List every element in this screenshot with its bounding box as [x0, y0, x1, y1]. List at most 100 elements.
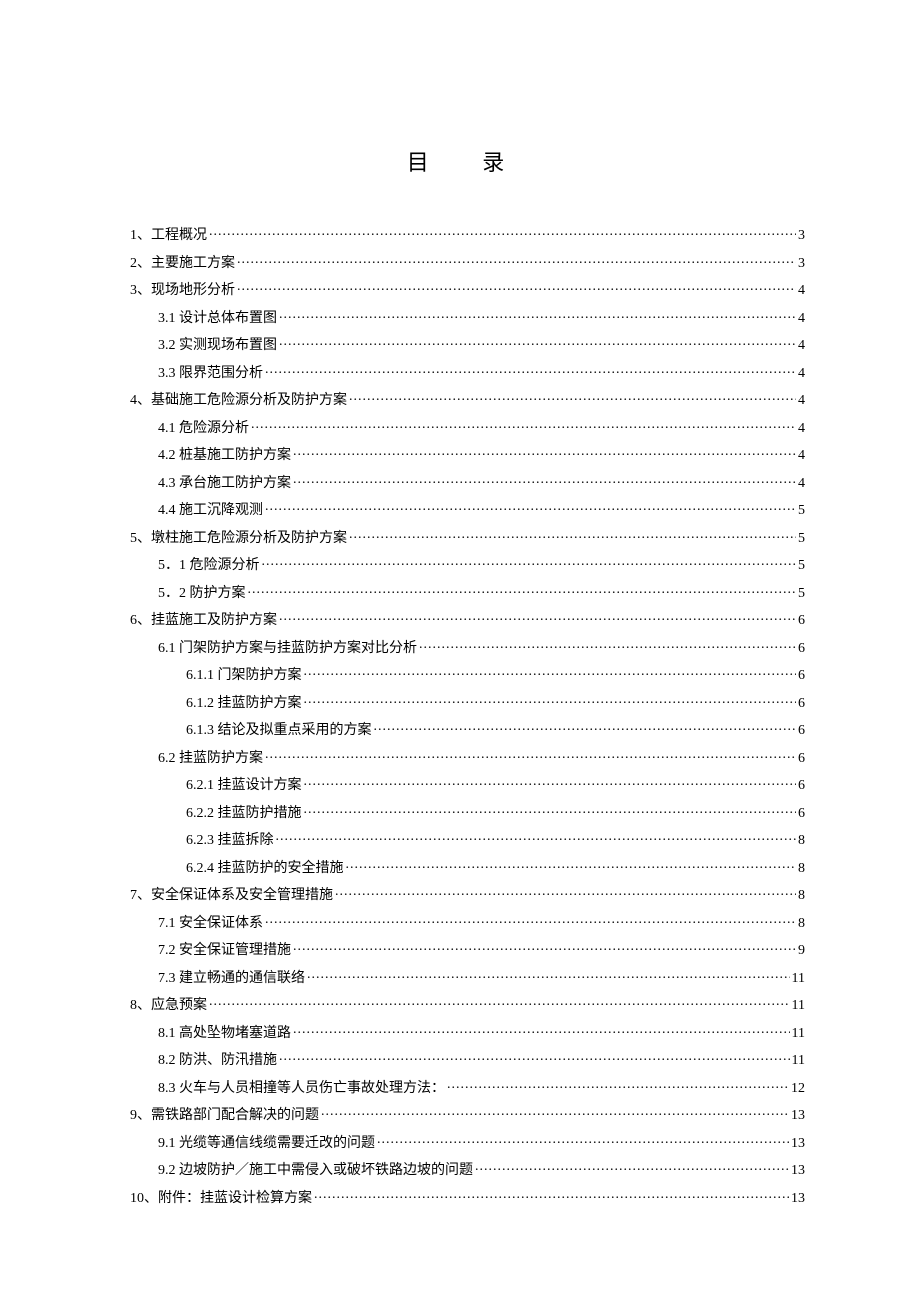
toc-leader-dots — [265, 500, 796, 514]
toc-label: 8、应急预案 — [130, 999, 207, 1013]
toc-row: 10、附件：挂蓝设计检算方案 13 — [130, 1188, 805, 1206]
toc-label: 6、挂蓝施工及防护方案 — [130, 614, 277, 628]
toc-leader-dots — [419, 638, 796, 652]
toc-page-number: 11 — [792, 999, 805, 1013]
toc-label: 6.2.1 挂蓝设计方案 — [186, 779, 302, 793]
toc-page-number: 11 — [792, 972, 805, 986]
toc-row: 4.3 承台施工防护方案4 — [130, 473, 805, 491]
toc-row: 9.2 边坡防护／施工中需侵入或破坏铁路边坡的问题 13 — [130, 1160, 805, 1178]
toc-row: 3.1 设计总体布置图4 — [130, 308, 805, 326]
toc-row: 8.2 防洪、防汛措施 11 — [130, 1050, 805, 1068]
toc-row: 8.3 火车与人员相撞等人员伤亡事故处理方法：12 — [130, 1078, 805, 1096]
toc-row: 6.2.1 挂蓝设计方案 6 — [130, 775, 805, 793]
toc-page-number: 6 — [798, 752, 805, 766]
toc-leader-dots — [265, 363, 796, 377]
toc-label: 6.1.2 挂蓝防护方案 — [186, 697, 302, 711]
toc-label: 6.2.4 挂蓝防护的安全措施 — [186, 862, 344, 876]
toc-page-number: 4 — [798, 284, 805, 298]
toc-page-number: 6 — [798, 779, 805, 793]
toc-leader-dots — [304, 693, 797, 707]
toc-row: 6.2.2 挂蓝防护措施 6 — [130, 803, 805, 821]
toc-leader-dots — [279, 308, 796, 322]
toc-page-number: 4 — [798, 449, 805, 463]
toc-label: 7.1 安全保证体系 — [158, 917, 263, 931]
toc-page-number: 4 — [798, 367, 805, 381]
toc-label: 3、现场地形分析 — [130, 284, 235, 298]
toc-label: 10、附件：挂蓝设计检算方案 — [130, 1192, 312, 1206]
toc-page-number: 6 — [798, 642, 805, 656]
toc-page-number: 6 — [798, 614, 805, 628]
toc-leader-dots — [314, 1188, 789, 1202]
toc-row: 9.1 光缆等通信线缆需要迁改的问题13 — [130, 1133, 805, 1151]
toc-label: 4、基础施工危险源分析及防护方案 — [130, 394, 347, 408]
toc-page-number: 6 — [798, 807, 805, 821]
toc-page-number: 13 — [791, 1109, 805, 1123]
toc-row: 6.2.3 挂蓝拆除8 — [130, 830, 805, 848]
toc-leader-dots — [304, 803, 797, 817]
toc-page-number: 3 — [798, 257, 805, 271]
toc-row: 7.3 建立畅通的通信联络11 — [130, 968, 805, 986]
toc-page-number: 13 — [791, 1192, 805, 1206]
toc-leader-dots — [346, 858, 797, 872]
toc-row: 6.1.2 挂蓝防护方案 6 — [130, 693, 805, 711]
toc-label: 9、需铁路部门配合解决的问题 — [130, 1109, 319, 1123]
toc-row: 5．1 危险源分析 5 — [130, 555, 805, 573]
toc-row: 4.2 桩基施工防护方案 4 — [130, 445, 805, 463]
toc-page-number: 3 — [798, 229, 805, 243]
toc-leader-dots — [279, 335, 796, 349]
toc-row: 3.3 限界范围分析 4 — [130, 363, 805, 381]
toc-leader-dots — [304, 665, 797, 679]
toc-leader-dots — [293, 473, 796, 487]
toc-page-number: 5 — [798, 532, 805, 546]
toc-page-number: 9 — [798, 944, 805, 958]
toc-label: 6.2.2 挂蓝防护措施 — [186, 807, 302, 821]
toc-leader-dots — [377, 1133, 789, 1147]
toc-label: 6.1.1 门架防护方案 — [186, 669, 302, 683]
toc-row: 6.2 挂蓝防护方案 6 — [130, 748, 805, 766]
toc-page-number: 6 — [798, 669, 805, 683]
toc-label: 9.2 边坡防护／施工中需侵入或破坏铁路边坡的问题 — [158, 1164, 473, 1178]
toc-row: 7.1 安全保证体系 8 — [130, 913, 805, 931]
toc-label: 9.1 光缆等通信线缆需要迁改的问题 — [158, 1137, 375, 1151]
toc-label: 5．1 危险源分析 — [158, 559, 260, 573]
toc-page-number: 11 — [792, 1054, 805, 1068]
toc-row: 7、安全保证体系及安全管理措施8 — [130, 885, 805, 903]
toc-leader-dots — [279, 1050, 790, 1064]
toc-page-number: 5 — [798, 504, 805, 518]
toc-page-number: 4 — [798, 422, 805, 436]
toc-page-number: 8 — [798, 889, 805, 903]
toc-page-number: 8 — [798, 834, 805, 848]
toc-leader-dots — [276, 830, 797, 844]
toc-row: 5、墩柱施工危险源分析及防护方案5 — [130, 528, 805, 546]
toc-page-number: 13 — [791, 1164, 805, 1178]
toc-leader-dots — [304, 775, 797, 789]
toc-page-number: 5 — [798, 559, 805, 573]
toc-label: 8.2 防洪、防汛措施 — [158, 1054, 277, 1068]
toc-label: 3.1 设计总体布置图 — [158, 312, 277, 326]
toc-row: 9、需铁路部门配合解决的问题 13 — [130, 1105, 805, 1123]
toc-row: 2、主要施工方案3 — [130, 253, 805, 271]
toc-label: 6.2 挂蓝防护方案 — [158, 752, 263, 766]
table-of-contents: 1、工程概况32、主要施工方案33、现场地形分析43.1 设计总体布置图43.2… — [130, 225, 805, 1206]
toc-label: 4.2 桩基施工防护方案 — [158, 449, 291, 463]
toc-leader-dots — [265, 748, 796, 762]
toc-label: 4.3 承台施工防护方案 — [158, 477, 291, 491]
toc-row: 5．2 防护方案5 — [130, 583, 805, 601]
toc-leader-dots — [349, 528, 796, 542]
toc-page-number: 11 — [792, 1027, 805, 1041]
toc-page-number: 8 — [798, 917, 805, 931]
toc-row: 4、基础施工危险源分析及防护方案4 — [130, 390, 805, 408]
toc-leader-dots — [209, 225, 796, 239]
toc-leader-dots — [293, 445, 796, 459]
toc-leader-dots — [293, 940, 796, 954]
toc-leader-dots — [374, 720, 797, 734]
toc-label: 3.3 限界范围分析 — [158, 367, 263, 381]
toc-leader-dots — [279, 610, 796, 624]
toc-label: 4.4 施工沉降观测 — [158, 504, 263, 518]
toc-label: 4.1 危险源分析 — [158, 422, 249, 436]
toc-page-number: 6 — [798, 697, 805, 711]
page-title: 目 录 — [130, 145, 805, 177]
toc-page-number: 12 — [791, 1082, 805, 1096]
toc-leader-dots — [251, 418, 796, 432]
toc-page-number: 8 — [798, 862, 805, 876]
